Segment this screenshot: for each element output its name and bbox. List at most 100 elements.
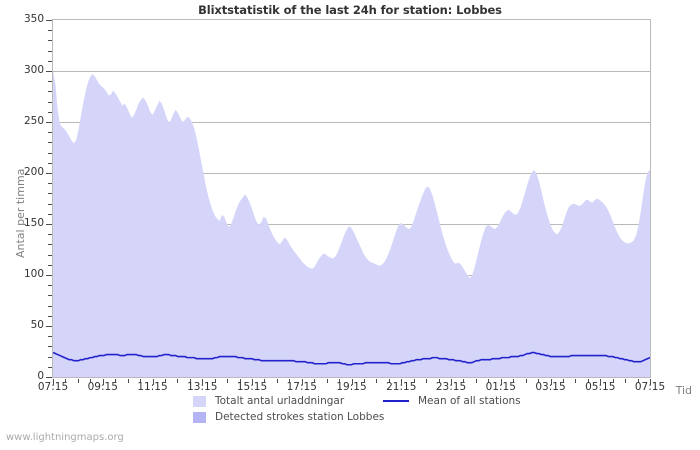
watermark: www.lightningmaps.org (6, 432, 124, 443)
x-tick-minor (575, 379, 576, 383)
y-tick-major (46, 122, 52, 123)
x-tick-label: 03:15 (535, 381, 566, 393)
x-tick-minor (190, 379, 191, 383)
x-tick-label: 23:15 (435, 381, 467, 393)
y-tick-minor (48, 112, 52, 113)
x-tick-minor (588, 379, 589, 383)
x-tick-major (202, 379, 203, 385)
x-tick-minor (277, 379, 278, 383)
y-tick-label: 200 (23, 166, 44, 178)
x-tick-minor (165, 379, 166, 383)
y-tick-label: 250 (23, 115, 44, 127)
y-tick-minor (48, 285, 52, 286)
x-tick-minor (376, 379, 377, 383)
legend-item-mean: Mean of all stations (383, 395, 521, 407)
x-tick-minor (476, 379, 477, 383)
y-tick-major (46, 71, 52, 72)
y-tick-minor (48, 234, 52, 235)
x-tick-minor (90, 379, 91, 383)
x-tick-label: 17:15 (286, 381, 317, 393)
y-tick-label: 300 (23, 64, 44, 76)
y-tick-minor (48, 255, 52, 256)
y-tick-minor (48, 81, 52, 82)
x-tick-label: 01:15 (485, 381, 516, 393)
plot-svg (53, 71, 650, 377)
legend-swatch-mean (383, 400, 409, 402)
x-tick-minor (439, 379, 440, 383)
x-tick-minor (227, 379, 228, 383)
legend: Totalt antal urladdningar Detected strok… (0, 394, 700, 426)
x-tick-minor (264, 379, 265, 383)
y-tick-minor (48, 142, 52, 143)
x-tick-label: 15:15 (236, 381, 268, 393)
x-tick-minor (426, 379, 427, 383)
x-tick-minor (513, 379, 514, 383)
x-tick-minor (538, 379, 539, 383)
x-tick-minor (526, 379, 527, 383)
x-tick-minor (364, 379, 365, 383)
x-tick-minor (289, 379, 290, 383)
x-tick-minor (177, 379, 178, 383)
y-tick-major (46, 173, 52, 174)
x-tick-minor (140, 379, 141, 383)
x-tick-minor (240, 379, 241, 383)
y-tick-major (46, 275, 52, 276)
y-tick-minor (48, 163, 52, 164)
y-tick-minor (48, 346, 52, 347)
x-tick-minor (414, 379, 415, 383)
x-tick-label: 13:15 (187, 381, 218, 393)
legend-item-station: Detected strokes station Lobbes (193, 411, 384, 423)
x-axis-label: Tid (675, 384, 692, 397)
x-tick-minor (488, 379, 489, 383)
x-tick-minor (638, 379, 639, 383)
y-tick-minor (48, 61, 52, 62)
x-tick-major (302, 379, 303, 385)
y-tick-minor (48, 30, 52, 31)
x-tick-minor (128, 379, 129, 383)
legend-label-station: Detected strokes station Lobbes (215, 411, 385, 423)
y-tick-label: 100 (23, 268, 44, 280)
chart-title: Blixtstatistik of the last 24h for stati… (198, 3, 502, 17)
y-tick-minor (48, 265, 52, 266)
y-tick-minor (48, 316, 52, 317)
y-tick-minor (48, 132, 52, 133)
x-tick-minor (115, 379, 116, 383)
x-tick-minor (215, 379, 216, 383)
y-tick-major (46, 377, 52, 378)
y-tick-minor (48, 91, 52, 92)
y-tick-minor (48, 214, 52, 215)
y-tick-minor (48, 51, 52, 52)
x-tick-major (153, 379, 154, 385)
y-tick-label: 150 (23, 217, 44, 229)
x-tick-major (352, 379, 353, 385)
y-tick-minor (48, 40, 52, 41)
area-total-discharges (53, 71, 650, 377)
y-tick-label: 0 (37, 370, 44, 382)
y-tick-minor (48, 102, 52, 103)
x-tick-label: 11:15 (137, 381, 168, 393)
x-tick-label: 21:15 (386, 381, 417, 393)
legend-label-total: Totalt antal urladdningar (215, 395, 345, 407)
x-tick-major (501, 379, 502, 385)
x-tick-minor (78, 379, 79, 383)
y-tick-minor (48, 244, 52, 245)
y-tick-minor (48, 357, 52, 358)
x-tick-minor (339, 379, 340, 383)
x-tick-minor (625, 379, 626, 383)
x-tick-minor (65, 379, 66, 383)
x-tick-label: 19:15 (336, 381, 367, 393)
y-tick-minor (48, 183, 52, 184)
x-tick-major (401, 379, 402, 385)
plot-area (52, 19, 651, 378)
y-tick-minor (48, 367, 52, 368)
x-tick-major (53, 379, 54, 385)
x-tick-major (252, 379, 253, 385)
y-tick-major (46, 20, 52, 21)
x-tick-major (103, 379, 104, 385)
x-tick-major (451, 379, 452, 385)
y-axis-label: Antal per timma (14, 168, 27, 258)
y-tick-major (46, 326, 52, 327)
x-tick-minor (613, 379, 614, 383)
x-tick-major (650, 379, 651, 385)
